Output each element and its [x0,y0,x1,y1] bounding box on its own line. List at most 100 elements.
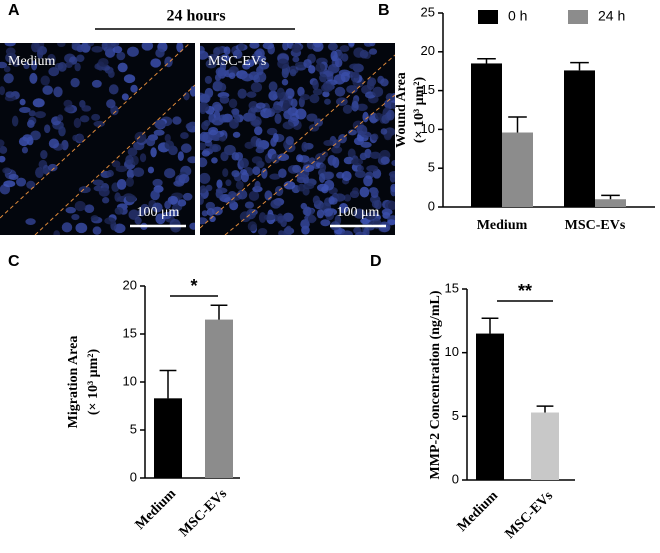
cell [91,113,101,121]
cell [254,126,263,136]
error-bar [477,58,496,64]
legend-label: 0 h [508,8,527,24]
cell [215,187,228,194]
cell [347,129,357,136]
cell [22,134,33,142]
cell [282,99,290,110]
cell [132,167,145,178]
cell [180,143,192,153]
error-bar [508,116,527,133]
cell [351,100,359,112]
cell [30,130,41,141]
cell [5,47,16,56]
cell [369,151,381,159]
cell [386,109,395,121]
cell [276,87,285,99]
cell [319,73,328,83]
cell [319,163,327,172]
cell [74,62,81,72]
legend-swatch [478,10,498,24]
cell [231,152,240,161]
cell [111,160,121,168]
y-tick-label: 20 [123,277,137,292]
cell [47,53,56,65]
cell [327,155,337,166]
cell [112,45,123,54]
cell [53,230,60,235]
cell [292,56,300,63]
bar [154,398,182,478]
cell [362,111,369,123]
cell [327,43,338,51]
cell [228,98,238,109]
cell [205,201,215,210]
cell [57,114,64,122]
cell [211,117,224,126]
cell [380,156,390,165]
cell [235,180,244,190]
cell [341,230,353,235]
cell [270,199,282,209]
cell [11,115,19,127]
cell [116,51,126,61]
cell [312,88,323,96]
cell [209,143,221,153]
cell [297,86,305,97]
cell [357,165,364,172]
cell [44,124,51,134]
cell [270,137,277,147]
cell [8,173,19,180]
cell [278,230,285,235]
cell [255,147,265,154]
cell [339,45,350,52]
cell [189,85,195,97]
cell [84,204,95,213]
cell [369,43,376,47]
cell [322,91,330,98]
cell [380,78,389,87]
cell [115,165,128,173]
cell [126,169,135,179]
cell [374,199,382,210]
cell [205,59,217,69]
cell [213,104,223,112]
y-axis-label: Migration Area [66,336,81,429]
cell [3,65,11,73]
cell [125,154,134,166]
cell [244,201,255,209]
cell [302,164,315,172]
cell [40,150,48,160]
cell [388,170,395,178]
cell [240,171,249,183]
cell [384,133,392,141]
cell [255,138,263,150]
cell [309,94,320,104]
cell [340,71,350,83]
cell [355,231,367,235]
cell [189,222,195,230]
cell [352,71,360,79]
cell [76,44,84,53]
cell [200,142,206,151]
x-tick-label: Medium [477,218,528,233]
cell [71,213,80,221]
cell [231,170,240,178]
cell [207,54,219,61]
cell [324,171,335,180]
cell [78,186,91,194]
y-tick-label: 10 [123,373,137,388]
cell [200,93,210,104]
cell [31,43,40,53]
cell [200,102,210,113]
cell [164,200,171,210]
cell [65,61,73,69]
cell [0,86,6,96]
cell [296,176,307,184]
cell [318,172,326,183]
cell [360,217,371,225]
cell [4,43,16,47]
cell [182,192,193,201]
cell [185,123,193,130]
cell [249,43,260,49]
